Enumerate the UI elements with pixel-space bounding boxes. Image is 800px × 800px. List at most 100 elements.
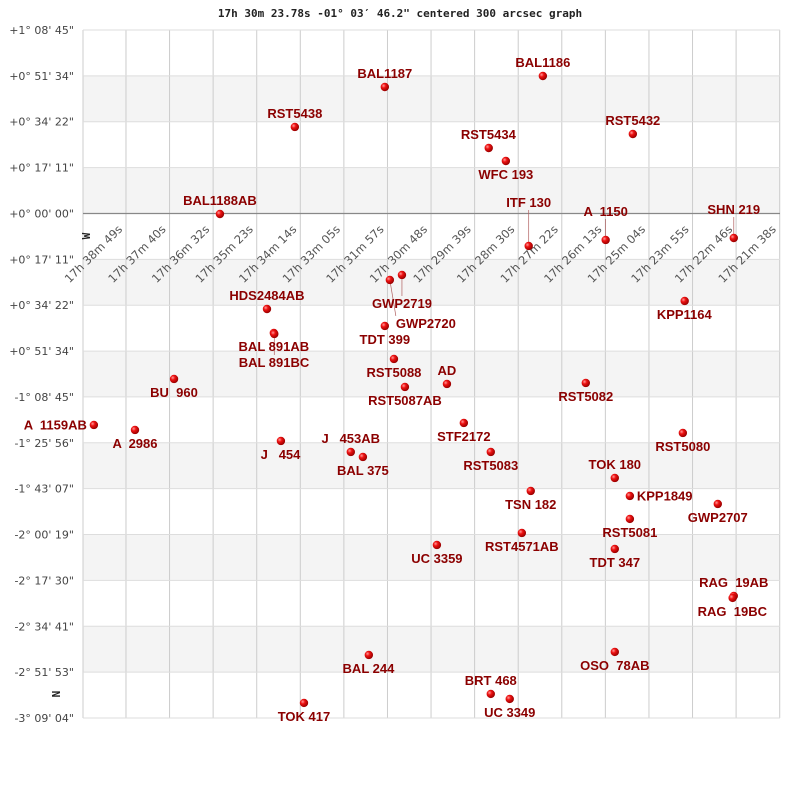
star-marker [380, 321, 390, 331]
star-label: RST5083 [463, 458, 518, 473]
star-marker [505, 694, 514, 704]
label-leader-line [389, 279, 397, 317]
star-label: HDS2484AB [229, 288, 304, 303]
star-point: TOK 180 [589, 457, 642, 483]
star-label: RST5081 [602, 525, 657, 540]
star-label: STF2172 [437, 429, 490, 444]
star-label: RAG 19BC [698, 604, 768, 619]
chart-title: 17h 30m 23.78s -01° 03′ 46.2" centered 3… [218, 7, 582, 20]
star-point: RST5438 [267, 106, 322, 132]
star-point: RST5434 [461, 127, 517, 153]
star-marker [625, 514, 635, 524]
star-label: BAL 891AB [239, 339, 310, 354]
star-marker [299, 698, 309, 708]
star-point: RST5083 [463, 447, 518, 473]
y-tick-label: +0° 00' 00" [9, 207, 74, 220]
star-point: RST5081 [602, 514, 657, 540]
star-label: BRT 468 [465, 673, 517, 688]
star-marker [625, 491, 635, 501]
star-label: J 453AB [322, 431, 381, 446]
star-label: TDT 399 [360, 332, 411, 347]
west-direction-label: W [80, 232, 93, 239]
star-point: RST4571AB [485, 528, 559, 554]
star-point: SHN 219 [707, 202, 760, 243]
star-label: J 454 [261, 447, 302, 462]
star-label: TOK 417 [278, 709, 331, 724]
star-label: TSN 182 [505, 497, 556, 512]
star-marker [270, 329, 279, 339]
star-point: WFC 193 [478, 156, 533, 182]
star-label: BAL1187 [357, 66, 412, 81]
star-point: J 453AB [322, 431, 381, 457]
star-marker [610, 647, 619, 657]
star-marker [432, 540, 442, 550]
star-point: TSN 182 [505, 486, 556, 512]
star-point: BAL1188AB [183, 193, 257, 219]
star-label: GWP2720 [396, 316, 456, 331]
star-point: J 454 [261, 436, 302, 462]
star-marker [385, 275, 395, 285]
star-marker [262, 304, 272, 314]
star-marker [526, 486, 535, 496]
y-tick-label: +0° 34' 22" [9, 299, 74, 312]
star-point: RST5087AB [368, 382, 442, 408]
star-point: UC 3359 [411, 540, 463, 566]
star-label: OSO 78AB [580, 658, 649, 673]
star-point: TDT 399 [360, 321, 411, 347]
y-tick-label: -2° 17' 30" [14, 574, 74, 587]
y-tick-label: -1° 25' 56" [14, 437, 74, 450]
y-tick-label: +0° 34' 22" [9, 116, 74, 129]
star-marker [538, 71, 548, 81]
star-point: A 2986 [112, 425, 158, 451]
star-point: BU 960 [150, 374, 198, 400]
star-point: RST5088 [366, 354, 421, 380]
star-marker [581, 378, 590, 388]
star-point: GWP2719 [372, 270, 432, 311]
star-label: TDT 347 [590, 555, 641, 570]
star-point: KPP1849 [625, 488, 693, 503]
star-point: BAL1186 [515, 55, 570, 81]
y-axis-ticks: +1° 08' 45" +0° 51' 34" +0° 34' 22" +0° 17'… [9, 24, 74, 725]
star-label: TOK 180 [589, 457, 642, 472]
star-point: RAG 19BC [698, 593, 768, 619]
star-marker [680, 296, 689, 306]
star-point: BAL 244 [343, 650, 396, 676]
y-tick-label: +0° 51' 34" [9, 345, 74, 358]
star-marker [678, 428, 688, 438]
star-label: A 1159AB [24, 417, 87, 432]
star-point: STF2172 [437, 418, 491, 444]
star-marker [610, 473, 619, 483]
star-label: GWP2719 [372, 296, 432, 311]
star-marker [486, 447, 495, 457]
star-marker [389, 354, 399, 364]
star-label: RST5087AB [368, 393, 442, 408]
star-label: BAL 244 [343, 661, 396, 676]
star-marker [517, 528, 527, 538]
y-tick-label: +0° 17' 11" [9, 253, 74, 266]
star-marker [524, 241, 533, 251]
star-point: BAL 375 [337, 452, 389, 478]
y-tick-label: +1° 08' 45" [9, 24, 74, 37]
grid-lines [82, 29, 781, 719]
star-marker [442, 379, 452, 389]
y-tick-label: +0° 17' 11" [9, 162, 74, 175]
star-point: BAL 891BC [239, 329, 310, 370]
star-label: RST5088 [366, 365, 421, 380]
star-label: UC 3349 [484, 705, 535, 720]
y-tick-label: -2° 00' 19" [14, 529, 74, 542]
star-label: KPP1164 [657, 307, 713, 322]
star-label: UC 3359 [411, 551, 462, 566]
star-marker [729, 233, 738, 243]
star-point: RST5082 [558, 378, 613, 404]
star-point: ITF 130 [506, 195, 551, 251]
star-point: HDS2484AB [229, 288, 305, 314]
star-marker [628, 129, 638, 139]
star-point: A 1159AB [24, 417, 99, 432]
star-label: BAL1186 [515, 55, 570, 70]
star-label: WFC 193 [478, 167, 533, 182]
star-marker [610, 544, 619, 554]
north-direction-label: N [50, 691, 63, 698]
star-point: RST5080 [655, 428, 710, 454]
star-label: BAL1188AB [183, 193, 257, 208]
